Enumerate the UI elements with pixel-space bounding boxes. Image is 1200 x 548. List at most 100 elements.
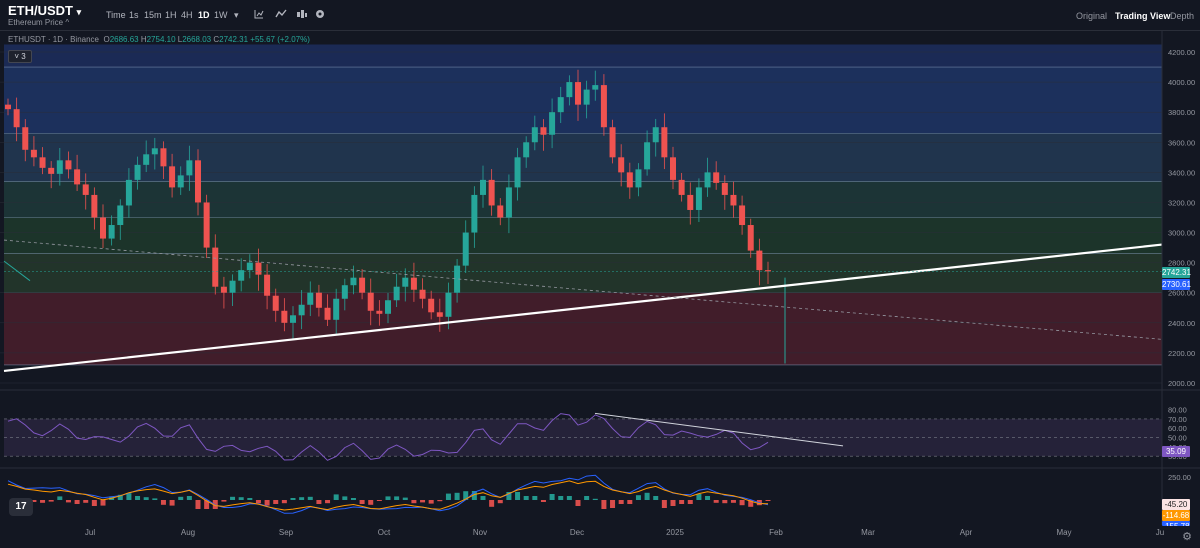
candle-body bbox=[298, 304, 305, 316]
macd-histogram-bar bbox=[247, 498, 253, 500]
candle-body bbox=[488, 179, 495, 206]
compare-icon[interactable] bbox=[296, 9, 308, 22]
macd-histogram-bar bbox=[748, 500, 754, 507]
candle-body bbox=[195, 160, 201, 203]
candle-body bbox=[324, 307, 331, 320]
tab-1d[interactable]: 1D bbox=[198, 10, 210, 20]
rsi-tick-label: 50.00 bbox=[1168, 434, 1187, 443]
macd-histogram-bar bbox=[376, 500, 382, 501]
macd-histogram-bar bbox=[610, 500, 616, 508]
candle-body bbox=[82, 184, 89, 195]
symbol-selector[interactable]: ETH/USDT ▾ bbox=[8, 3, 81, 18]
chart-svg[interactable]: 4200.00 4000.00 3800.00 3600.00 3400.00 3200.… bbox=[0, 30, 1200, 543]
indicators-icon[interactable] bbox=[275, 9, 287, 22]
macd-histogram-bar bbox=[480, 496, 486, 500]
more-timeframes-icon[interactable]: ▾ bbox=[234, 10, 239, 20]
chart-area[interactable]: 4200.00 4000.00 3800.00 3600.00 3400.00 3200.… bbox=[0, 30, 1200, 543]
candle-body bbox=[385, 300, 391, 314]
candle-body bbox=[609, 127, 616, 158]
time-axis-label: Aug bbox=[181, 528, 195, 537]
candle-body bbox=[575, 82, 581, 105]
macd-histogram-bar bbox=[221, 500, 227, 502]
macd-histogram-bar bbox=[299, 497, 305, 500]
macd-histogram-bar bbox=[160, 500, 166, 505]
macd-histogram-bar bbox=[635, 495, 641, 500]
macd-histogram-bar bbox=[143, 497, 149, 500]
candle-body bbox=[704, 172, 711, 188]
time-axis-label: Mar bbox=[861, 528, 875, 537]
candle-body bbox=[169, 166, 176, 188]
candle-body bbox=[592, 85, 599, 90]
price-tick-label: 2600.00 bbox=[1168, 289, 1195, 298]
candle-body bbox=[713, 172, 720, 183]
price-tick-label: 3800.00 bbox=[1168, 108, 1195, 117]
macd-histogram-bar bbox=[238, 497, 244, 500]
macd-histogram-bar bbox=[169, 500, 175, 506]
candle-body bbox=[315, 292, 322, 308]
price-tick-label: 3400.00 bbox=[1168, 168, 1195, 177]
gear-icon[interactable]: ⚙ bbox=[1182, 531, 1192, 543]
candle-body bbox=[549, 112, 556, 135]
macd-histogram-bar bbox=[601, 500, 607, 509]
macd-histogram-bar bbox=[428, 500, 434, 504]
macd-histogram-bar bbox=[117, 494, 123, 500]
tab-1h[interactable]: 1H bbox=[165, 10, 177, 20]
chart-type-icon[interactable] bbox=[254, 9, 264, 22]
candle-body bbox=[678, 179, 685, 195]
candle-body bbox=[30, 149, 37, 158]
time-axis-label: Nov bbox=[473, 528, 487, 537]
candle-body bbox=[307, 292, 314, 305]
candle-body bbox=[117, 205, 124, 226]
legend-low: 2668.03 bbox=[182, 35, 212, 44]
fib-band bbox=[4, 253, 1162, 293]
macd-histogram-bar bbox=[359, 500, 365, 504]
last-price-tag: 2742.31 bbox=[1162, 267, 1191, 278]
legend-symbol: ETHUSDT bbox=[8, 35, 46, 44]
macd-histogram-bar bbox=[765, 500, 771, 501]
time-axis-label: Jul bbox=[85, 528, 95, 537]
macd-histogram-bar bbox=[83, 500, 89, 503]
macd-histogram-bar bbox=[730, 500, 736, 503]
candle-body bbox=[419, 289, 426, 299]
macd-histogram-bar bbox=[264, 500, 270, 506]
tab-time[interactable]: Time bbox=[106, 10, 126, 20]
macd-histogram-bar bbox=[230, 496, 236, 500]
candle-body bbox=[721, 182, 728, 195]
fib-band bbox=[4, 217, 1162, 254]
view-depth[interactable]: Depth bbox=[1170, 11, 1195, 21]
macd-histogram-bar bbox=[575, 500, 581, 506]
candle-body bbox=[143, 154, 150, 165]
tab-4h[interactable]: 4H bbox=[181, 10, 193, 20]
macd-histogram-bar bbox=[178, 496, 184, 500]
candle-body bbox=[454, 265, 461, 293]
candle-body bbox=[151, 148, 158, 155]
macd-histogram-bar bbox=[627, 500, 633, 504]
macd-histogram-bar bbox=[57, 496, 63, 500]
candle-body bbox=[255, 262, 262, 275]
price-tick-label: 2000.00 bbox=[1168, 379, 1195, 388]
symbol-subtitle: Ethereum Price ^ bbox=[8, 18, 70, 27]
candle-body bbox=[747, 225, 754, 251]
macd-histogram-bar bbox=[255, 500, 261, 504]
macd-histogram-bar bbox=[489, 500, 495, 507]
macd-histogram-bar bbox=[40, 500, 46, 503]
candle-body bbox=[367, 292, 374, 311]
view-trading-view[interactable]: Trading View bbox=[1115, 11, 1171, 21]
candle-body bbox=[48, 167, 55, 174]
view-original[interactable]: Original bbox=[1076, 11, 1108, 21]
macd-histogram-bar bbox=[471, 491, 477, 500]
candle-body bbox=[22, 127, 29, 150]
candle-body bbox=[272, 295, 279, 311]
candle-body bbox=[376, 310, 383, 314]
fib-band bbox=[4, 292, 1162, 365]
tab-1w[interactable]: 1W bbox=[214, 10, 228, 20]
settings-icon[interactable] bbox=[315, 9, 325, 22]
tab-15m[interactable]: 15m bbox=[144, 10, 162, 20]
tab-1s[interactable]: 1s bbox=[129, 10, 139, 20]
price-tick-label: 4200.00 bbox=[1168, 48, 1195, 57]
macd-histogram-bar bbox=[394, 496, 400, 500]
top-toolbar: ETH/USDT ▾ Ethereum Price ^ Time 1s 15m … bbox=[0, 0, 1200, 31]
dashed-trendline bbox=[3, 239, 1163, 340]
price-tick-label: 2200.00 bbox=[1168, 349, 1195, 358]
indicators-toggle[interactable]: ˅ 3 bbox=[8, 50, 32, 63]
